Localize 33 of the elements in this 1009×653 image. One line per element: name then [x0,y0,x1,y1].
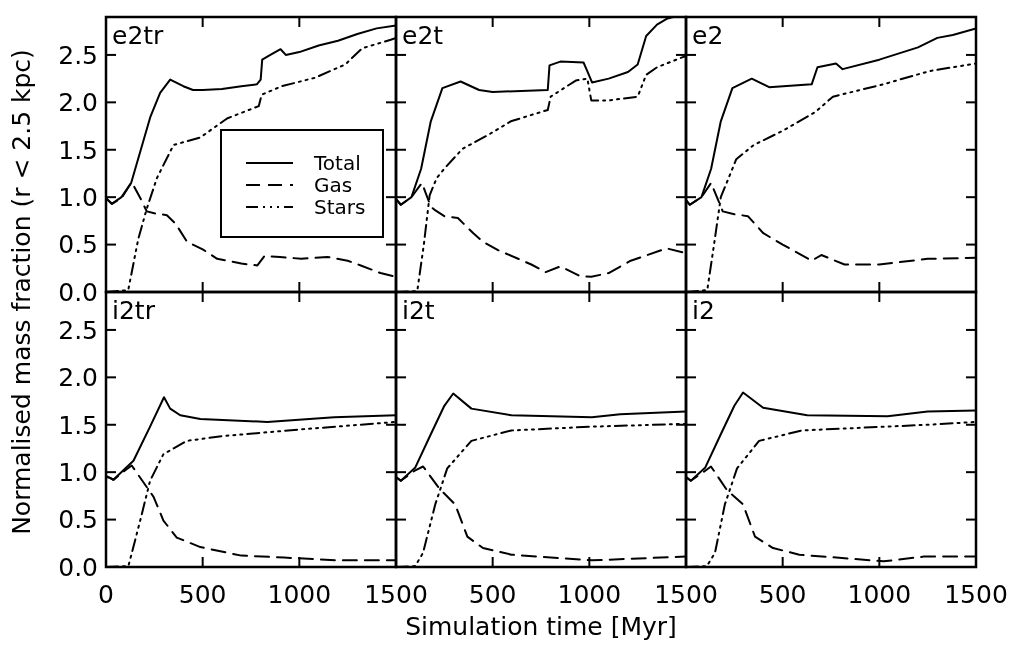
x-tick-label: 1000 [267,580,332,609]
y-tick-label: 1.5 [58,135,98,165]
x-axis-title: Simulation time [Myr] [405,612,677,641]
y-tick-label: 2.0 [58,88,98,118]
y-axis-title: Normalised mass fraction (r < 2.5 kpc) [7,49,36,535]
x-tick-label: 500 [178,580,227,609]
x-tick-label: 0 [98,580,114,609]
x-tick-label: 500 [758,580,807,609]
chart-title: i2 [692,296,715,325]
y-tick-label: 2.5 [58,40,98,70]
chart-title: i2tr [112,296,156,325]
y-tick-label: 0.5 [58,505,98,535]
chart-title: i2t [402,296,435,325]
y-tick-label: 0.0 [58,552,98,582]
y-tick-label: 0.0 [58,277,98,307]
chart-title: e2t [402,21,444,50]
x-tick-label: 500 [468,580,517,609]
x-tick-label: 1500 [944,580,1008,609]
x-tick-label: 1500 [364,580,428,609]
y-tick-label: 1.0 [58,457,98,487]
legend-label: Total [313,151,361,175]
x-tick-label: 1000 [847,580,912,609]
y-tick-label: 0.5 [58,230,98,260]
y-tick-label: 1.0 [58,182,98,212]
chart-title: e2tr [112,21,165,50]
x-tick-label: 1000 [557,580,622,609]
legend-label: Gas [314,173,353,197]
chart-title: e2 [692,21,724,50]
y-tick-label: 2.0 [58,363,98,393]
y-tick-label: 2.5 [58,315,98,345]
y-tick-label: 1.5 [58,410,98,440]
x-tick-label: 1500 [654,580,718,609]
legend-label: Stars [314,195,366,219]
